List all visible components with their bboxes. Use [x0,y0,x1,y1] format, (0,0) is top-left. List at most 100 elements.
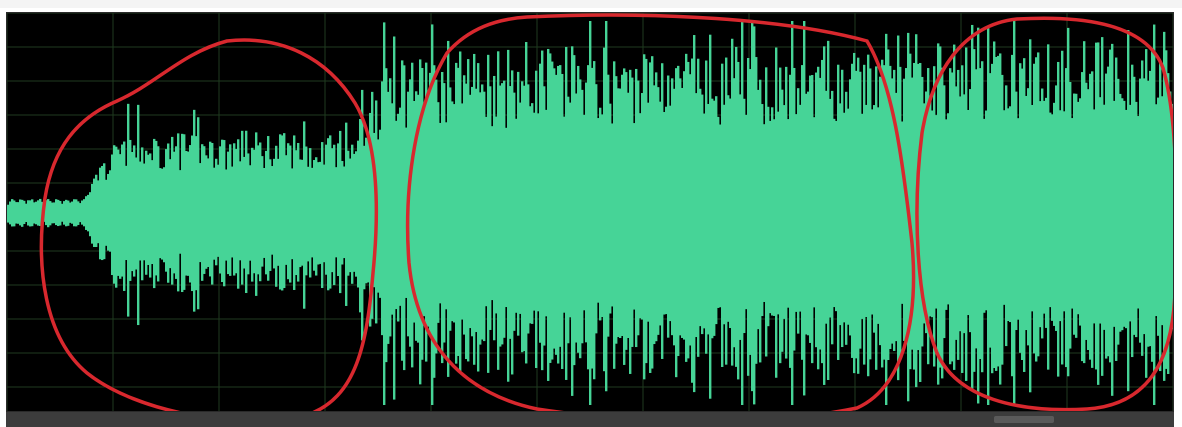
waveform-sample [975,69,978,349]
scroll-bar[interactable] [6,412,1174,427]
waveform-sample [201,144,204,281]
waveform-sample [709,34,712,399]
waveform-sample [1033,63,1036,354]
waveform-sample [445,122,448,310]
waveform-sample [963,94,966,334]
waveform-sample [739,94,742,340]
waveform-sample [877,107,880,324]
waveform-sample [647,102,650,322]
waveform-sample [815,72,818,348]
waveform-sample [609,103,612,314]
waveform-sample [761,104,764,317]
waveform-sample [619,88,622,339]
waveform-sample [599,107,602,321]
waveform-sample [21,199,24,227]
waveform-sample [1079,98,1082,326]
waveform-sample [575,93,578,343]
waveform-sample [893,69,896,351]
waveform-sample [1149,70,1152,347]
waveform-sample [577,65,580,353]
waveform-sample [527,84,530,334]
waveform-sample [931,110,934,318]
waveform-sample [887,49,890,361]
waveform-sample [627,92,630,339]
waveform-sample [181,133,184,293]
waveform-sample [247,153,250,275]
waveform-sample [365,137,368,284]
waveform-panel[interactable] [6,12,1174,412]
waveform-sample [875,66,878,370]
waveform-sample [7,204,10,223]
waveform-sample [967,109,970,316]
waveform-sample [587,65,590,370]
waveform-sample [1003,110,1006,305]
waveform-sample [423,109,426,317]
waveform-sample [251,147,254,282]
waveform-sample [1065,68,1068,368]
waveform-sample [1125,109,1128,329]
waveform-sample [1061,50,1064,365]
waveform-sample [437,102,440,323]
waveform-sample [1109,49,1112,363]
scroll-thumb[interactable] [994,416,1054,423]
waveform-sample [667,75,670,338]
waveform-sample [37,200,40,226]
waveform-sample [401,60,404,361]
waveform-sample [923,103,926,324]
waveform-sample [1025,95,1028,331]
waveform-sample [1081,72,1084,362]
waveform-sample [447,40,450,377]
waveform-sample [803,21,806,396]
waveform-sample [409,79,412,347]
waveform-sample [643,54,646,380]
waveform-sample [395,120,398,310]
waveform-sample [489,86,492,330]
waveform-sample [49,201,52,226]
waveform-sample [1015,91,1018,331]
waveform-sample [303,121,306,309]
waveform-sample [763,124,766,302]
waveform-sample [767,106,770,327]
waveform-sample [543,86,546,346]
waveform-sample [223,140,226,287]
waveform-sample [131,152,134,272]
waveform-sample [177,133,180,292]
waveform-sample [493,75,496,341]
waveform-sample [389,78,392,337]
waveform-sample [371,91,374,319]
waveform-sample [735,46,738,367]
waveform-canvas[interactable] [7,13,1174,412]
waveform-sample [593,61,596,380]
waveform-sample [273,158,276,269]
waveform-sample [1151,50,1154,362]
waveform-sample [387,91,390,344]
waveform-sample [751,21,754,392]
waveform-sample [11,199,14,227]
waveform-sample [865,104,868,318]
waveform-sample [425,62,428,362]
waveform-sample [797,88,800,334]
waveform-sample [847,108,850,325]
waveform-sample [841,69,844,348]
waveform-sample [503,80,506,338]
waveform-sample [753,26,756,405]
waveform-sample [529,106,532,324]
waveform-sample [185,150,188,276]
waveform-sample [779,67,782,364]
waveform-sample [213,167,216,260]
waveform-sample [809,75,812,343]
waveform-sample [1159,61,1162,372]
waveform-sample [525,42,528,364]
waveform-sample [775,47,778,378]
waveform-sample [745,114,748,310]
waveform-sample [157,146,160,282]
waveform-sample [421,68,424,360]
waveform-sample [169,159,172,269]
waveform-sample [199,163,202,263]
waveform-sample [541,50,544,371]
waveform-sample [343,166,346,259]
waveform-sample [569,102,572,318]
waveform-sample [361,89,364,341]
waveform-sample [703,113,706,329]
waveform-sample [689,74,692,346]
